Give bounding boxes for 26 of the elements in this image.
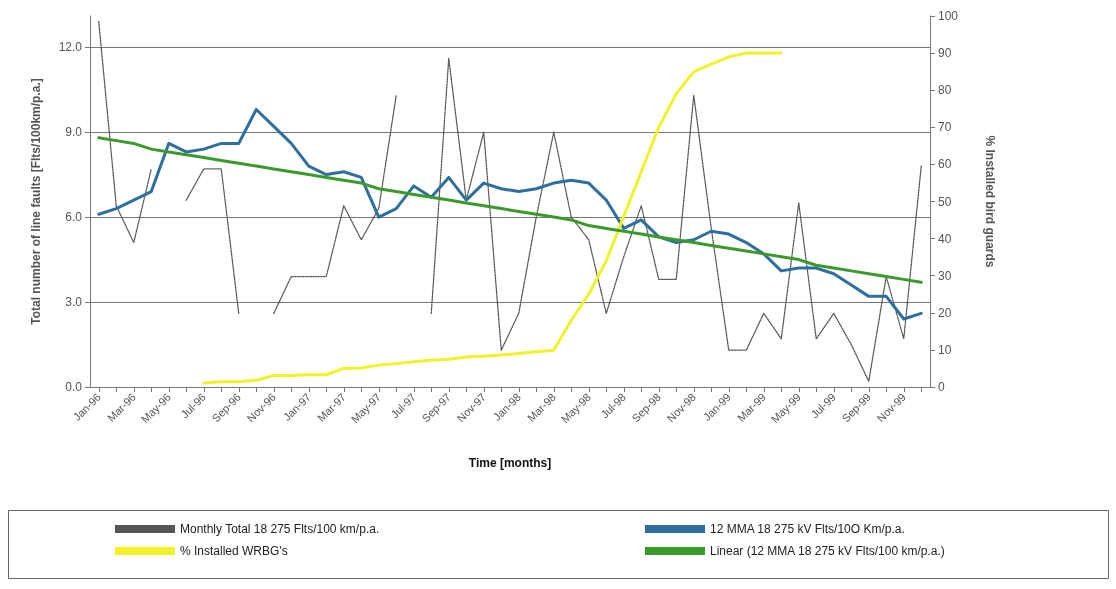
line-series xyxy=(97,107,923,321)
legend-label: % Installed WRBG's xyxy=(180,544,288,558)
y2-tick-label: 100 xyxy=(938,9,959,23)
legend-label: Linear (12 MMA 18 275 kV Flts/100 km/p.a.) xyxy=(710,544,945,558)
y2-tick-label: 80 xyxy=(938,83,952,98)
legend-label: Monthly Total 18 275 Flts/100 km/p.a. xyxy=(180,522,380,536)
line-series xyxy=(97,136,923,284)
y2-tick-label: 30 xyxy=(938,268,952,283)
y-tick-label: 6.0 xyxy=(65,210,83,225)
y2-tick-label: 10 xyxy=(938,342,952,357)
y2-tick-label: 20 xyxy=(938,305,952,320)
y-tick-label: 0.0 xyxy=(65,380,83,394)
legend-label: 12 MMA 18 275 kV Flts/10O Km/p.a. xyxy=(710,522,905,536)
y2-tick-label: 90 xyxy=(938,46,952,61)
y2-tick-label: 50 xyxy=(938,194,952,209)
y2-tick-label: 0 xyxy=(938,380,945,394)
y2-tick-label: 60 xyxy=(938,157,952,172)
y-tick-label: 3.0 xyxy=(65,295,83,310)
y2-tick-label: 70 xyxy=(938,120,952,135)
x-axis-title: Time [months] xyxy=(468,456,552,470)
y-tick-label: 12.0 xyxy=(58,40,83,55)
y2-tick-label: 40 xyxy=(938,231,952,246)
y2-axis-title: % Installed bird guards xyxy=(982,135,997,268)
y-axis-title: Total number of line faults [Flts/100km/p.a.] xyxy=(29,78,43,325)
y-tick-label: 9.0 xyxy=(65,125,83,140)
line-series xyxy=(202,51,783,385)
